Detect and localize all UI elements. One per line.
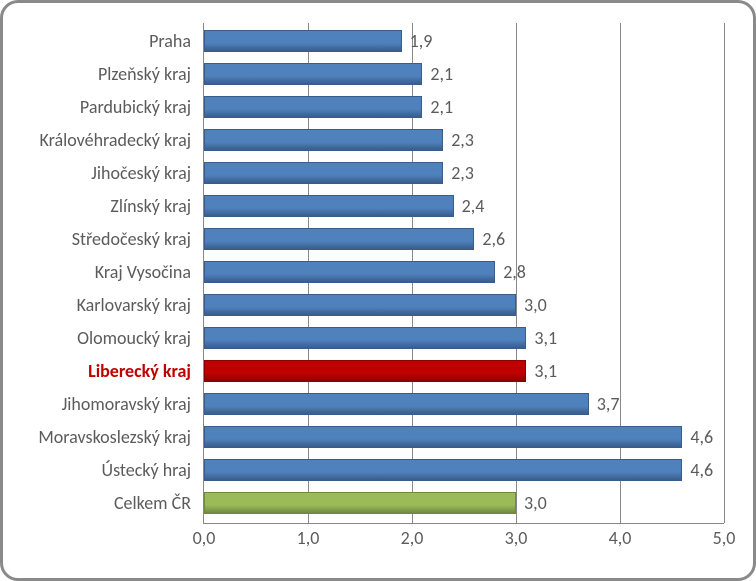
bar (204, 261, 495, 283)
x-tick-label: 0,0 (193, 527, 216, 549)
value-label: 2,1 (430, 96, 453, 118)
bar (204, 459, 682, 481)
x-tick-label: 1,0 (297, 527, 320, 549)
category-label: Středočeský kraj (72, 228, 191, 250)
bar (204, 393, 589, 415)
bar (204, 30, 402, 52)
category-label: Liberecký kraj (88, 360, 191, 382)
value-label: 2,4 (462, 195, 485, 217)
bar (204, 360, 526, 382)
value-label: 3,7 (597, 393, 620, 415)
value-label: 3,1 (534, 327, 557, 349)
value-label: 3,0 (524, 294, 547, 316)
x-tick-label: 4,0 (609, 527, 632, 549)
bar (204, 228, 474, 250)
value-label: 1,9 (410, 30, 433, 52)
category-label: Celkem ČR (114, 492, 191, 514)
category-label: Královéhradecký kraj (40, 129, 191, 151)
category-label: Olomoucký kraj (77, 327, 191, 349)
category-label: Praha (149, 30, 191, 52)
value-label: 2,3 (451, 129, 474, 151)
gridline (724, 23, 725, 523)
value-label: 2,8 (503, 261, 526, 283)
value-label: 4,6 (690, 459, 713, 481)
x-tick-label: 2,0 (401, 527, 424, 549)
bar (204, 129, 443, 151)
category-label: Pardubický kraj (80, 96, 191, 118)
value-label: 2,3 (451, 162, 474, 184)
category-label: Ústecký hraj (102, 459, 191, 481)
x-tick-label: 3,0 (505, 527, 528, 549)
category-label: Moravskoslezský kraj (38, 426, 191, 448)
plot-area: 0,01,02,03,04,05,01,92,12,12,32,32,42,62… (203, 23, 724, 524)
bar (204, 492, 516, 514)
value-label: 3,0 (524, 492, 547, 514)
bar (204, 327, 526, 349)
value-label: 3,1 (534, 360, 557, 382)
bar (204, 162, 443, 184)
category-label: Plzeňský kraj (98, 63, 191, 85)
bar (204, 426, 682, 448)
bar (204, 195, 454, 217)
value-label: 4,6 (690, 426, 713, 448)
value-label: 2,6 (482, 228, 505, 250)
category-label: Jihočeský kraj (91, 162, 191, 184)
category-label: Kraj Vysočina (95, 261, 191, 283)
chart-frame: 0,0 1,0 2,0 3,0 4,0 5,0 1,9 2,1 2,1 2,3 2,3 2,4 2,6 2… (0, 0, 756, 581)
bar (204, 63, 422, 85)
bar (204, 294, 516, 316)
x-tick-label: 5,0 (713, 527, 736, 549)
category-label: Jihomoravský kraj (62, 393, 191, 415)
bar (204, 96, 422, 118)
value-label: 2,1 (430, 63, 453, 85)
category-label: Zlínský kraj (110, 195, 191, 217)
category-label: Karlovarský kraj (77, 294, 191, 316)
